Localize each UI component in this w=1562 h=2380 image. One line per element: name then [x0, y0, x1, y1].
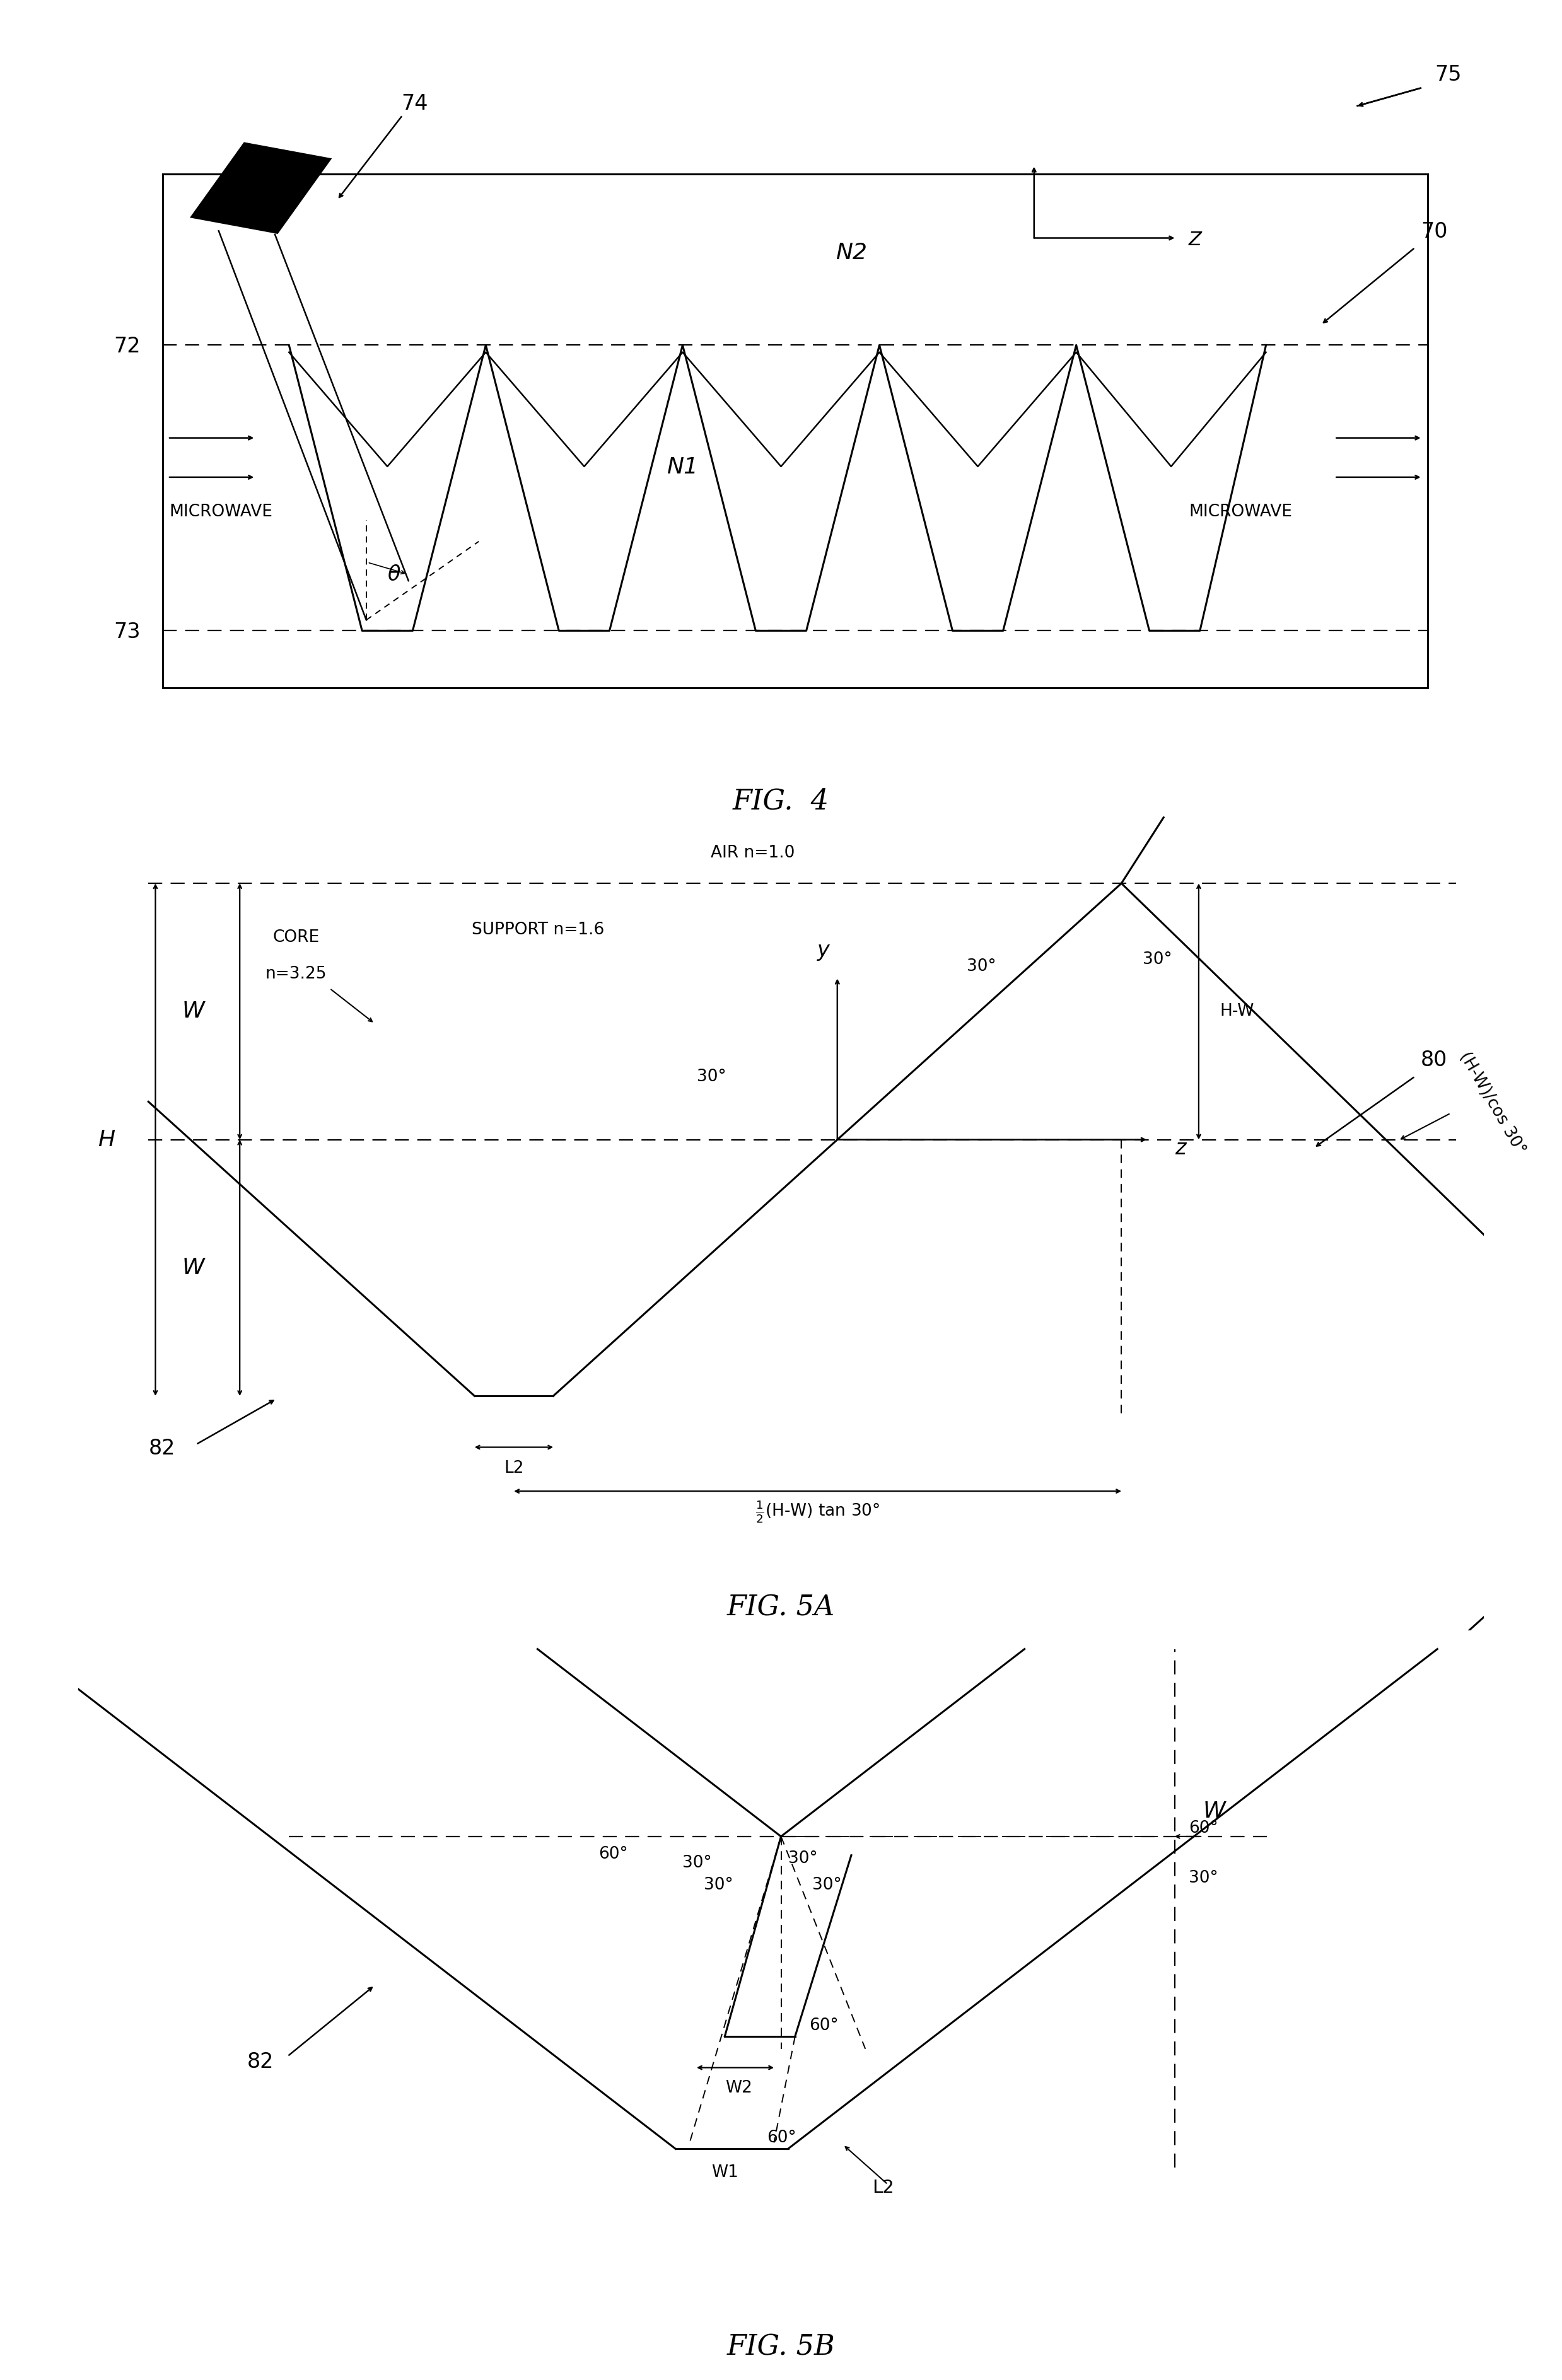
Text: n=3.25: n=3.25 [266, 966, 326, 983]
Text: FIG.  4: FIG. 4 [733, 788, 829, 814]
Text: z: z [1175, 1138, 1186, 1159]
Text: 72: 72 [114, 336, 141, 357]
Text: 30°: 30° [787, 1849, 817, 1866]
Text: AIR n=1.0: AIR n=1.0 [711, 845, 795, 862]
Text: 30°: 30° [1189, 1871, 1218, 1887]
Text: 82: 82 [148, 1438, 175, 1459]
Text: 30°: 30° [683, 1854, 712, 1871]
Text: 60°: 60° [767, 2130, 797, 2147]
Text: 80: 80 [1421, 1050, 1448, 1071]
Text: 70: 70 [1421, 221, 1448, 243]
Text: $\frac{1}{2}$(H-W) tan 30°: $\frac{1}{2}$(H-W) tan 30° [756, 1499, 879, 1526]
Text: 30°: 30° [697, 1069, 726, 1085]
Text: W1: W1 [711, 2163, 739, 2180]
Text: 74: 74 [401, 93, 428, 114]
Text: 30°: 30° [967, 959, 997, 976]
Text: Z: Z [1189, 231, 1201, 250]
Text: $\theta$: $\theta$ [387, 564, 401, 585]
Text: FIG. 5A: FIG. 5A [726, 1595, 836, 1621]
Text: H-W: H-W [1220, 1004, 1254, 1019]
Text: L2: L2 [505, 1461, 523, 1476]
Text: 73: 73 [114, 621, 141, 643]
Text: FIG. 5B: FIG. 5B [726, 2332, 836, 2361]
Text: N1: N1 [667, 457, 698, 478]
Text: L2: L2 [872, 2178, 895, 2197]
Text: 30°: 30° [1142, 952, 1172, 969]
Text: 75: 75 [1435, 64, 1462, 86]
Text: 60°: 60° [1189, 1821, 1218, 1837]
Text: W: W [1203, 1802, 1225, 1823]
Text: 60°: 60° [809, 2018, 839, 2035]
Text: N2: N2 [836, 243, 867, 264]
Text: SUPPORT n=1.6: SUPPORT n=1.6 [472, 921, 604, 938]
Text: CORE: CORE [273, 928, 319, 945]
Text: W: W [183, 1257, 205, 1278]
Text: (H-W)/cos 30°: (H-W)/cos 30° [1456, 1050, 1528, 1157]
Text: 60°: 60° [598, 1847, 628, 1861]
Polygon shape [192, 143, 330, 233]
Text: W2: W2 [725, 2080, 753, 2097]
Text: MICROWAVE: MICROWAVE [1189, 505, 1292, 521]
Text: y: y [817, 940, 829, 962]
Text: H: H [98, 1128, 114, 1150]
Text: 82: 82 [247, 2052, 273, 2073]
Bar [162, 174, 1428, 688]
Text: MICROWAVE: MICROWAVE [170, 505, 273, 521]
Text: 30°: 30° [704, 1878, 733, 1894]
Text: W: W [183, 1000, 205, 1023]
Text: 30°: 30° [812, 1878, 842, 1894]
